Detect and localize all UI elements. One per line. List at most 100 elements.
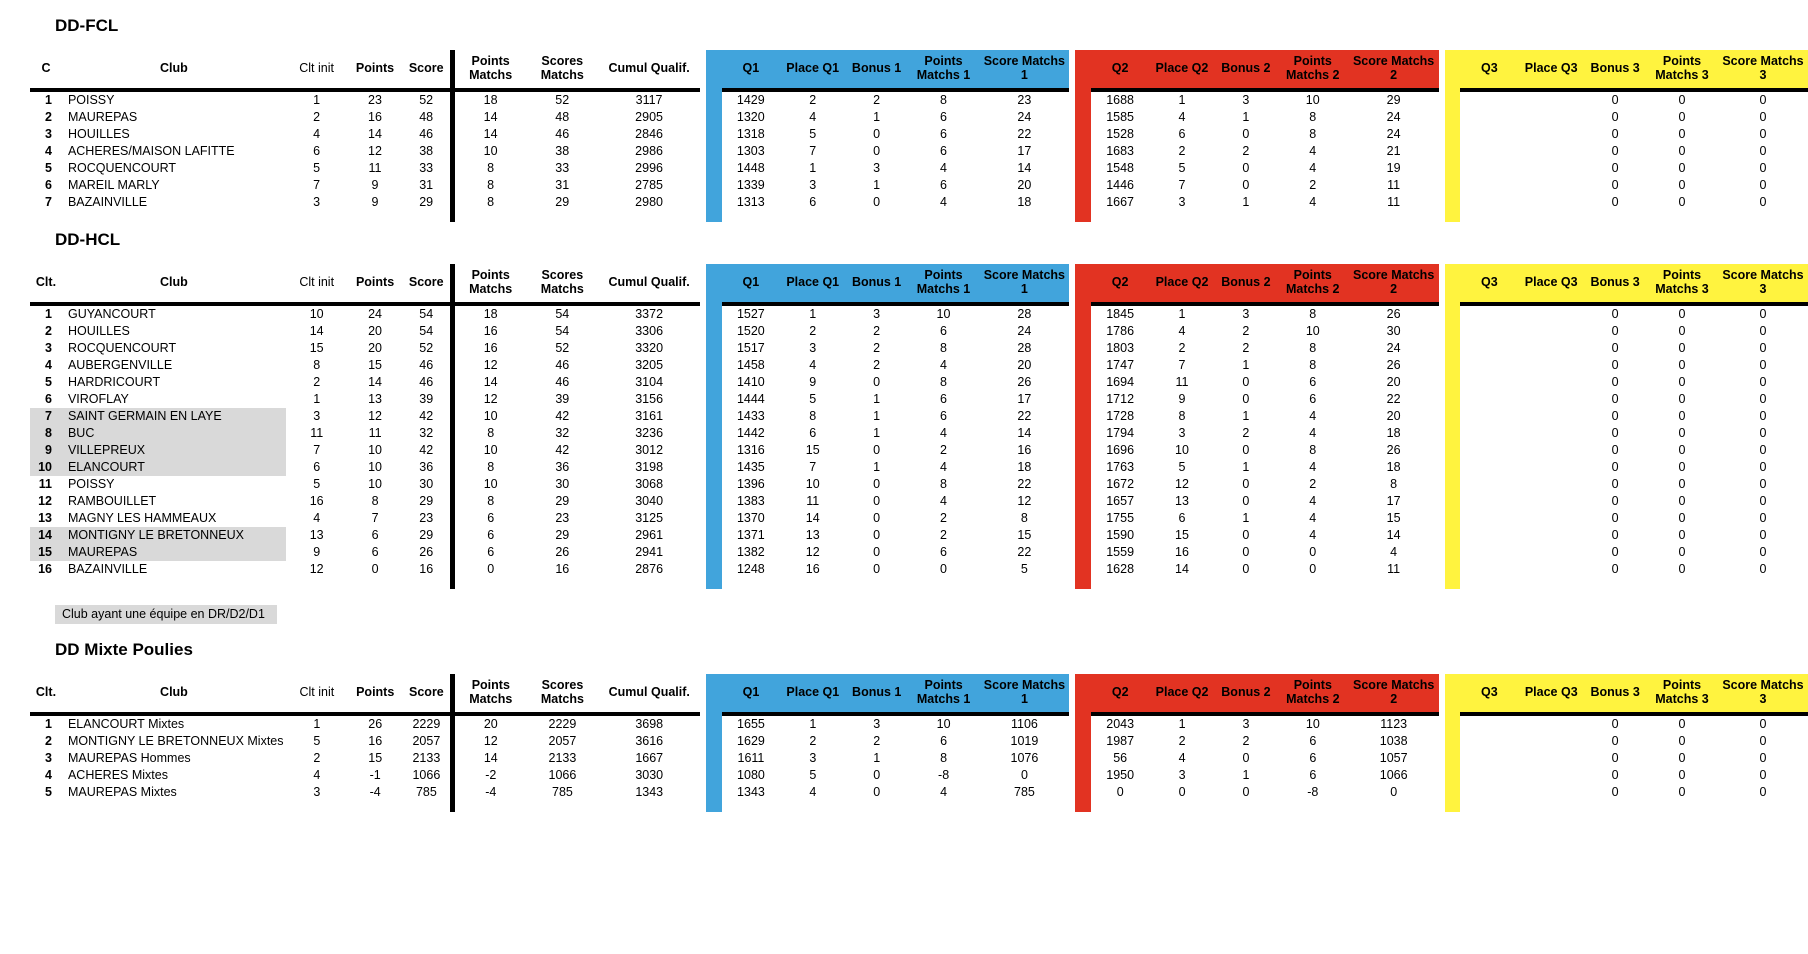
cell-q3_sm: 0	[1759, 784, 1767, 799]
cell-club: RAMBOUILLET	[67, 493, 157, 508]
cell-q3_place	[1518, 510, 1584, 527]
q1-color-strip	[705, 510, 722, 527]
table-row: 3 MAUREPAS Hommes 2 15 2133 14 2133 1667 1611 3 1 8…	[30, 750, 1808, 767]
cell-q2_sm: 11	[1387, 561, 1401, 576]
cell-score: 32	[419, 425, 434, 440]
cell-q2_place: 4	[1178, 323, 1186, 338]
cell-scores_matchs: 2229	[548, 716, 577, 731]
cell-club: HOUILLES	[67, 126, 130, 141]
cell-q3_bonus: 0	[1611, 716, 1619, 731]
cell-club: BUC	[61, 425, 286, 442]
col-header-rank: C	[30, 50, 62, 92]
cell-q1_pm: 6	[940, 733, 948, 748]
cell-clt_init: 3	[313, 408, 321, 423]
cell-q2_bonus: 3	[1242, 306, 1250, 321]
q1-color-strip	[705, 143, 722, 160]
cell-q2_place: 13	[1175, 493, 1189, 508]
cell-pts_matchs: 14	[449, 126, 527, 143]
cell-q3_bonus: 0	[1611, 767, 1619, 782]
tail-cell	[403, 801, 453, 812]
cell-q1_place: 3	[809, 177, 817, 192]
cell-q2_pm: 8	[1309, 306, 1317, 321]
cell-q2_pm: 10	[1305, 92, 1320, 107]
cell-q2_sm: 0	[1390, 784, 1398, 799]
cell-q2: 1446	[1106, 177, 1134, 192]
tail-cell	[1349, 578, 1439, 589]
section-dd-fcl: DD-FCL C Club Clt init Points Score Points Ma…	[30, 16, 1808, 222]
cell-q3_pm: 0	[1678, 544, 1686, 559]
cell-q2_sm: 26	[1386, 306, 1401, 321]
cell-q1_place: 1	[809, 306, 817, 321]
q1-color-strip	[705, 578, 722, 589]
tail-cell	[1460, 211, 1518, 222]
tail-cell	[722, 211, 780, 222]
cell-q3_bonus: 0	[1611, 374, 1619, 389]
tail-cell	[1646, 801, 1718, 812]
tail-cell	[908, 578, 980, 589]
col-header-q2_pm: Points Matchs 2	[1276, 264, 1349, 306]
cell-q1: 1410	[736, 374, 765, 389]
cell-scores_matchs: 39	[555, 391, 570, 406]
cell-cumul: 3104	[635, 374, 664, 389]
cell-points: 24	[368, 306, 383, 321]
cell-clt_init: 7	[313, 442, 321, 457]
table-row: 7 SAINT GERMAIN EN LAYE 3 12 42 10 42 3161 1433 8…	[30, 408, 1808, 425]
cell-q2_place: 7	[1178, 357, 1186, 372]
q3-color-strip	[1444, 323, 1461, 340]
tail-cell	[1091, 578, 1149, 589]
cell-scores_matchs: 46	[555, 126, 570, 141]
cell-points: 8	[371, 493, 379, 508]
table-row: 16 BAZAINVILLE 12 0 16 0 16 2876 1248 16 0 0 5 1628 14…	[30, 561, 1808, 578]
tail-cell	[1518, 801, 1584, 812]
cell-rank: 15	[30, 544, 62, 561]
cell-q3	[1460, 493, 1518, 510]
cell-q1_place: 10	[805, 476, 820, 491]
cell-cumul: 2980	[635, 194, 663, 209]
q2-color-strip	[1075, 50, 1092, 90]
tail-cell	[846, 211, 908, 222]
cell-q2_pm: -8	[1307, 784, 1319, 799]
cell-score: 46	[419, 357, 434, 372]
cell-score: 29	[419, 527, 434, 542]
cell-q3_pm: 0	[1678, 306, 1686, 321]
cell-clt_init: 11	[310, 425, 324, 440]
cell-q2_pm: 6	[1309, 391, 1317, 406]
cell-q3_sm: 0	[1759, 510, 1767, 525]
col-header-q3_place: Place Q3	[1518, 50, 1585, 92]
cell-q1_place: 16	[805, 561, 820, 576]
col-header-clt_init: Clt init	[285, 674, 348, 716]
col-header-q1_place: Place Q1	[779, 50, 846, 92]
cell-q2_pm: 4	[1309, 425, 1317, 440]
cell-q1_sm: 22	[1017, 126, 1032, 141]
cell-q1_place: 8	[809, 408, 817, 423]
table-row: 13 MAGNY LES HAMMEAUX 4 7 23 6 23 3125 1370 14 0 2 8…	[30, 510, 1808, 527]
cell-q2_place: 2	[1178, 733, 1186, 748]
cell-q3	[1460, 784, 1518, 801]
cell-q3	[1460, 459, 1518, 476]
q1-color-strip	[705, 561, 722, 578]
tail-cell	[527, 801, 599, 812]
cell-q3_sm: 0	[1759, 716, 1767, 731]
q1-color-strip	[705, 391, 722, 408]
cell-q3_sm: 0	[1759, 340, 1767, 355]
tail-cell	[286, 578, 348, 589]
cell-q1_bonus: 0	[873, 126, 881, 141]
cell-q2_pm: 4	[1309, 160, 1317, 175]
cell-q3_sm: 0	[1759, 476, 1767, 491]
cell-q1_place: 9	[809, 374, 817, 389]
cell-q2_sm: 14	[1386, 527, 1401, 542]
cell-q2_sm: 26	[1386, 357, 1401, 372]
cell-q2_place: 10	[1175, 442, 1189, 457]
cell-q1_sm: 20	[1017, 357, 1032, 372]
cell-q1_pm: 2	[940, 527, 947, 542]
cell-q2: 1683	[1106, 143, 1134, 158]
cell-q2_bonus: 1	[1242, 767, 1250, 782]
cell-q1_bonus: 1	[873, 177, 881, 192]
cell-q3_pm: 0	[1678, 767, 1686, 782]
cell-points: 16	[368, 733, 383, 748]
q1-color-strip	[705, 425, 722, 442]
cell-q2_place: 16	[1175, 544, 1189, 559]
cell-q1_pm: 8	[940, 340, 947, 355]
cell-q3_pm: 0	[1678, 459, 1686, 474]
col-header-club: Club	[61, 50, 286, 92]
